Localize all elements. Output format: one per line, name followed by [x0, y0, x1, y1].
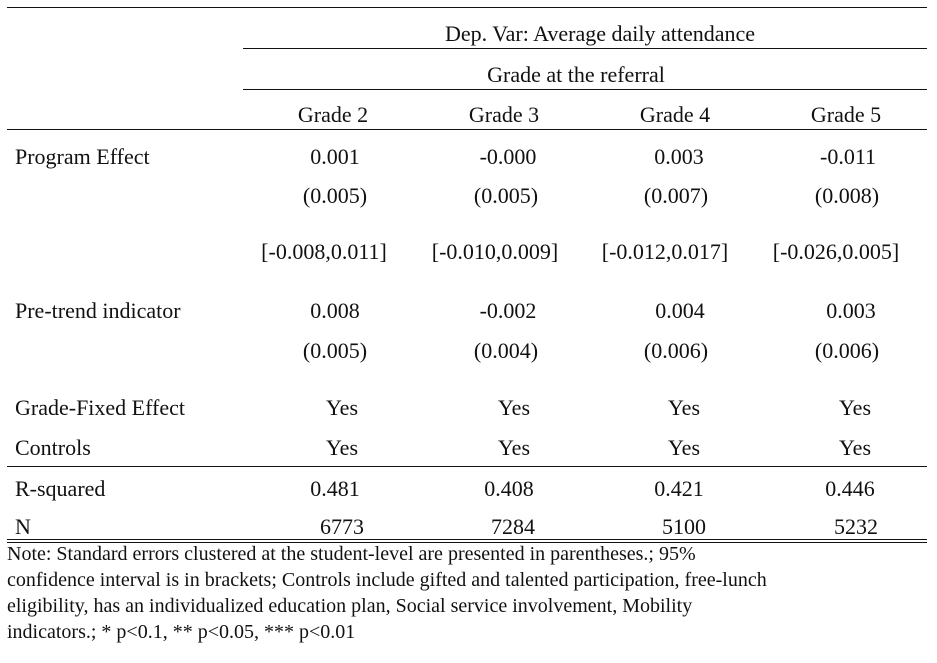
row-label-grade-fixed-effect: Grade-Fixed Effect	[15, 395, 186, 420]
n-grade-4: 5100	[662, 514, 706, 539]
header-bottom-rule	[7, 129, 927, 130]
r-squared-grade-2: 0.481	[310, 476, 360, 501]
program-effect-se-grade-3: (0.005)	[473, 183, 539, 208]
note-line-2: confidence interval is in brackets; Cont…	[7, 569, 767, 591]
controls-bottom-rule	[7, 466, 927, 467]
grade-fe-grade-4: Yes	[667, 395, 701, 420]
grade-fe-grade-3: Yes	[497, 395, 531, 420]
note-line-3: eligibility, has an individualized educa…	[7, 595, 693, 617]
note-line-1: Note: Standard errors clustered at the s…	[7, 543, 696, 565]
program-effect-coef-grade-3: -0.000	[479, 144, 537, 169]
controls-grade-5: Yes	[838, 435, 872, 460]
program-effect-se-grade-5: (0.008)	[814, 183, 880, 208]
column-header-grade-3: Grade 3	[468, 102, 540, 127]
column-header-grade-4: Grade 4	[639, 102, 711, 127]
dep-var-header: Dep. Var: Average daily attendance	[444, 21, 756, 46]
pre-trend-coef-grade-4: 0.004	[655, 298, 705, 323]
top-rule	[7, 7, 927, 8]
r-squared-grade-5: 0.446	[825, 476, 875, 501]
pre-trend-se-grade-2: (0.005)	[302, 338, 368, 363]
table-bottom-rule-1	[7, 539, 927, 540]
dep-var-rule	[243, 48, 927, 49]
program-effect-ci-grade-5: [-0.026,0.005]	[772, 239, 900, 264]
grade-fe-grade-2: Yes	[325, 395, 359, 420]
program-effect-coef-grade-4: 0.003	[654, 144, 704, 169]
pre-trend-se-grade-3: (0.004)	[473, 338, 539, 363]
n-grade-3: 7284	[491, 514, 535, 539]
pre-trend-se-grade-4: (0.006)	[643, 338, 709, 363]
controls-grade-3: Yes	[497, 435, 531, 460]
r-squared-grade-3: 0.408	[484, 476, 534, 501]
pre-trend-coef-grade-2: 0.008	[310, 298, 360, 323]
table-note: Note: Standard errors clustered at the s…	[7, 541, 927, 645]
row-label-r-squared: R-squared	[15, 476, 106, 501]
n-grade-5: 5232	[834, 514, 878, 539]
program-effect-coef-grade-2: 0.001	[310, 144, 360, 169]
program-effect-coef-grade-5: -0.011	[819, 144, 877, 169]
column-header-grade-2: Grade 2	[297, 102, 369, 127]
r-squared-grade-4: 0.421	[654, 476, 704, 501]
n-grade-2: 6773	[320, 514, 364, 539]
program-effect-ci-grade-3: [-0.010,0.009]	[431, 239, 559, 264]
controls-grade-2: Yes	[325, 435, 359, 460]
row-label-n: N	[15, 514, 31, 539]
pre-trend-se-grade-5: (0.006)	[814, 338, 880, 363]
column-header-grade-5: Grade 5	[810, 102, 882, 127]
grade-group-header: Grade at the referral	[487, 62, 665, 87]
row-label-program-effect: Program Effect	[15, 144, 150, 169]
note-line-4: indicators.; * p<0.1, ** p<0.05, *** p<0…	[7, 621, 356, 643]
pre-trend-coef-grade-5: 0.003	[826, 298, 876, 323]
pre-trend-coef-grade-3: -0.002	[479, 298, 537, 323]
row-label-controls: Controls	[15, 435, 91, 460]
grade-fe-grade-5: Yes	[838, 395, 872, 420]
program-effect-ci-grade-4: [-0.012,0.017]	[601, 239, 729, 264]
controls-grade-4: Yes	[667, 435, 701, 460]
program-effect-ci-grade-2: [-0.008,0.011]	[261, 239, 387, 264]
row-label-pre-trend: Pre-trend indicator	[15, 298, 181, 323]
grade-group-rule	[243, 89, 927, 90]
program-effect-se-grade-4: (0.007)	[643, 183, 709, 208]
program-effect-se-grade-2: (0.005)	[302, 183, 368, 208]
table-bottom-rule-2	[7, 542, 927, 543]
